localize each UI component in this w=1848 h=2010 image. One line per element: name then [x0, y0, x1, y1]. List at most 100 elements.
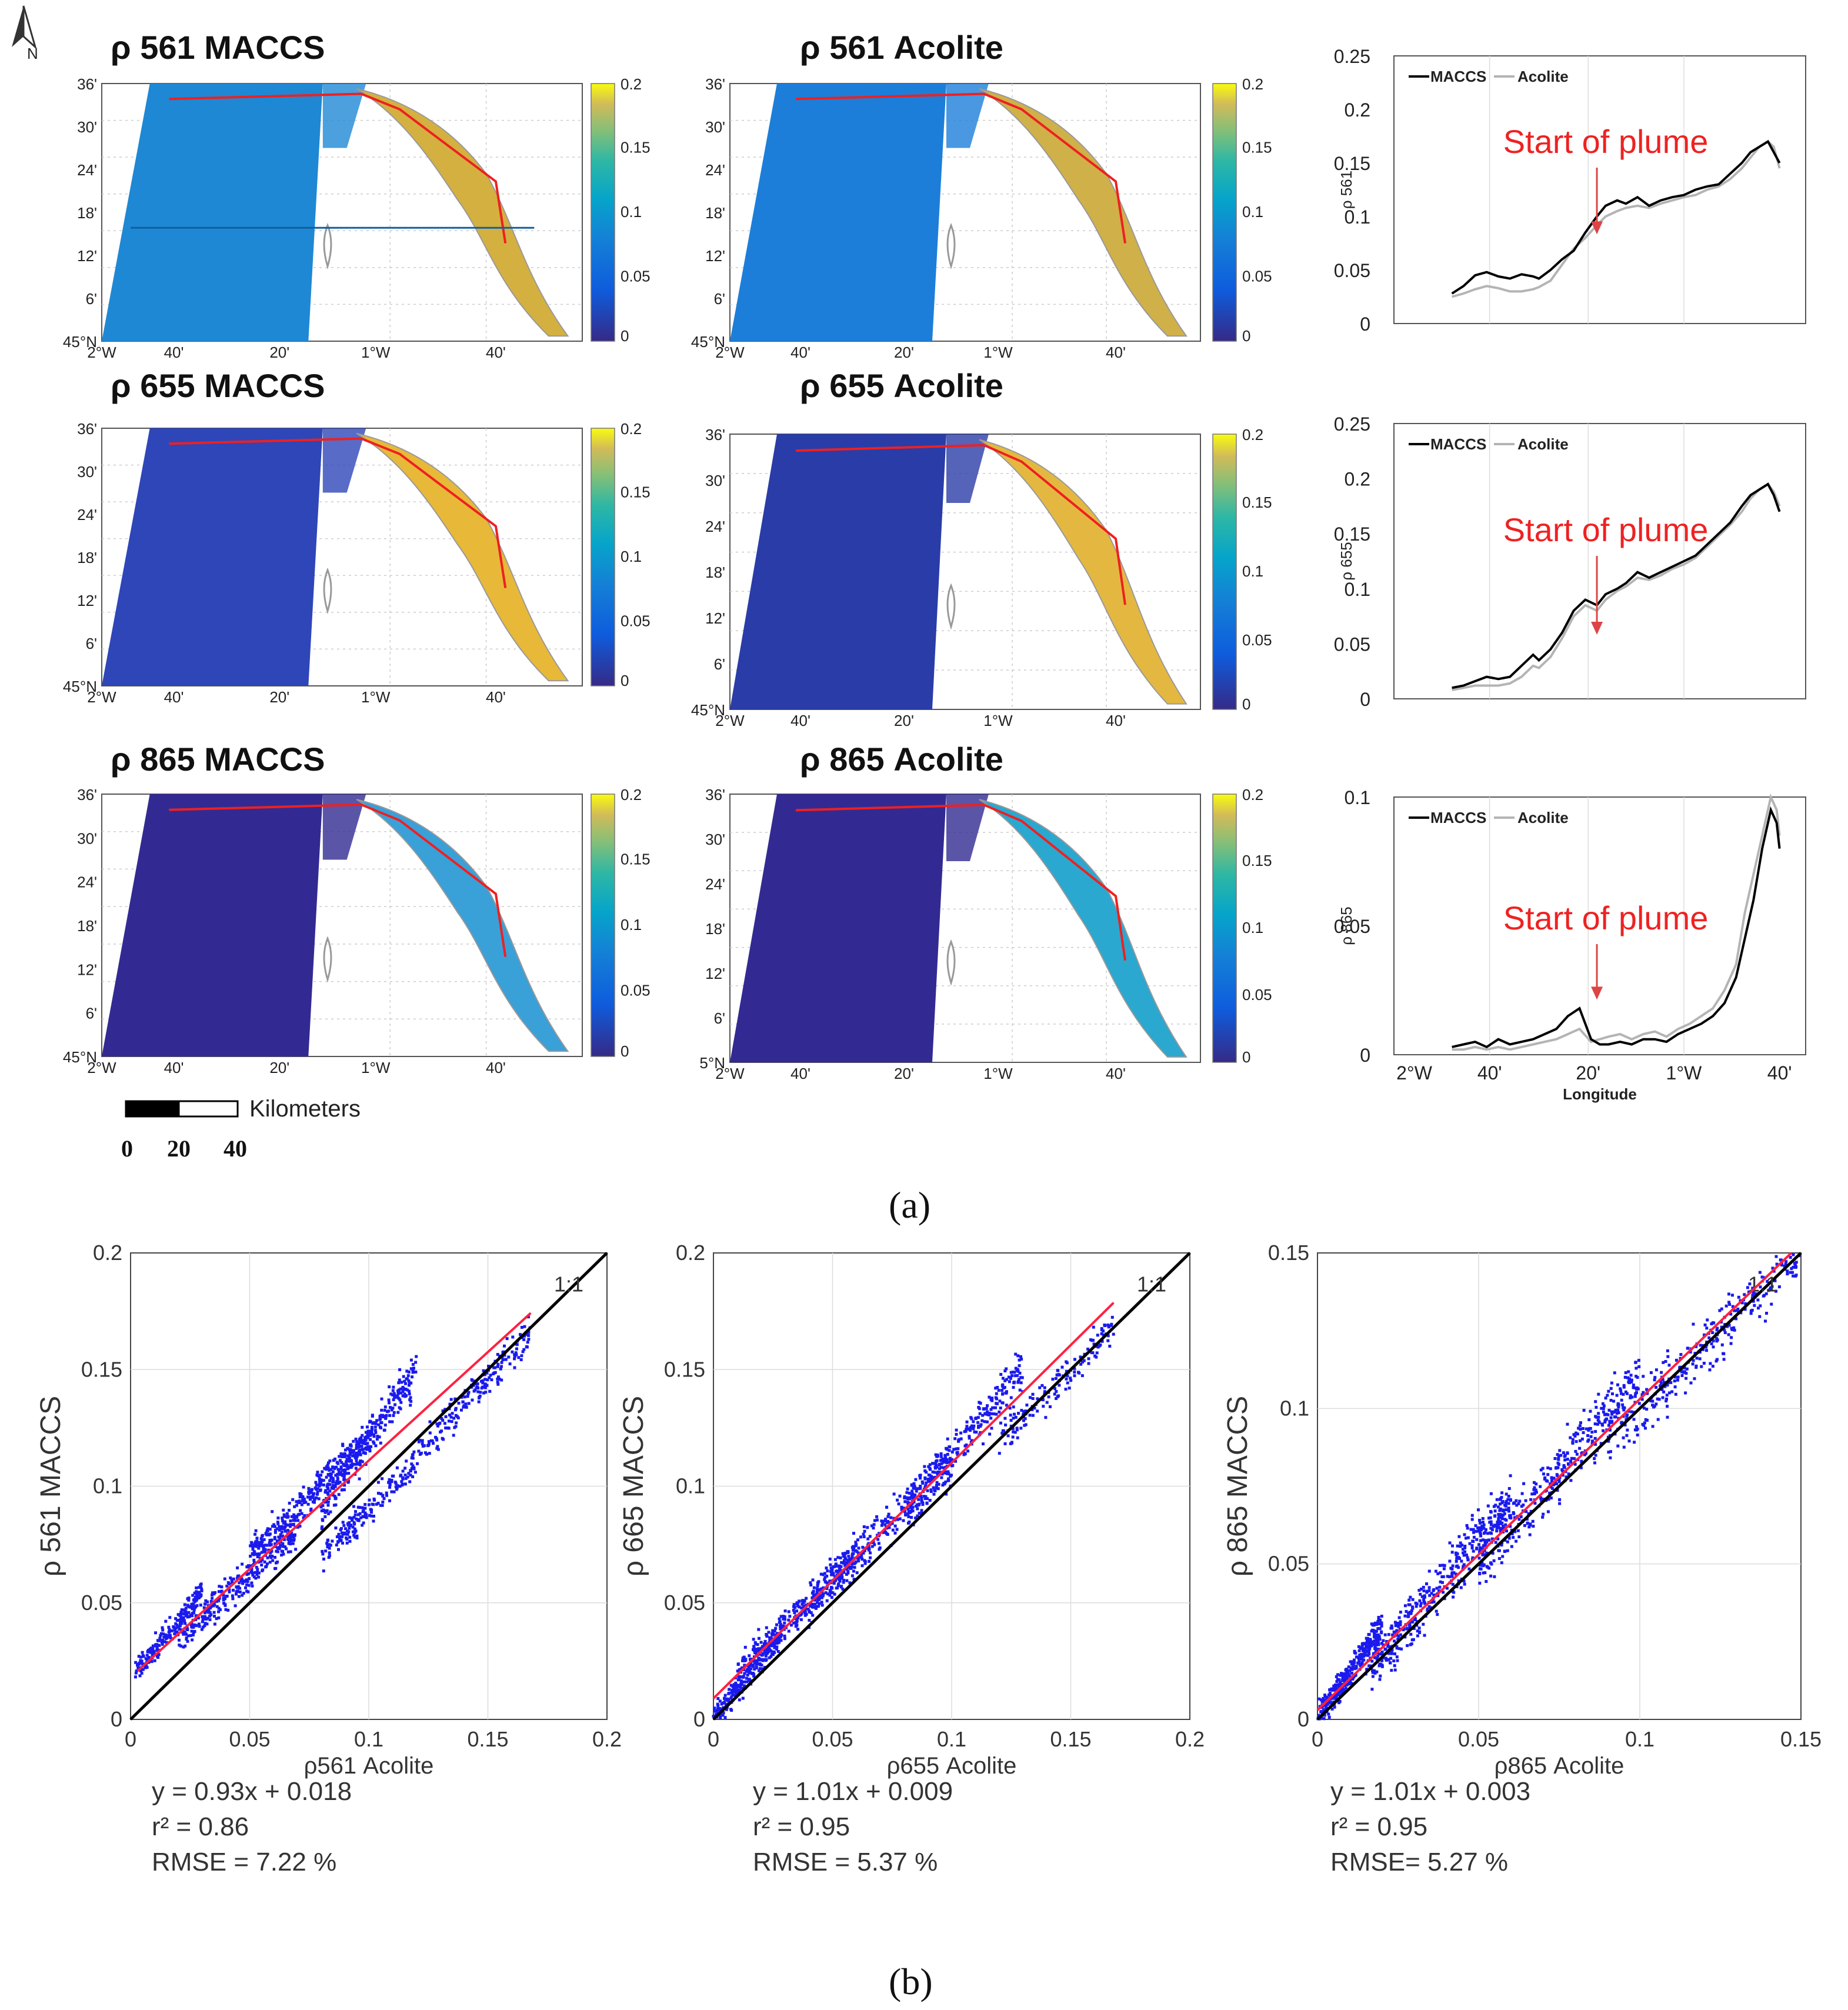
scatter-point — [308, 1498, 312, 1501]
scatter-point — [1609, 1416, 1613, 1419]
scatter-point — [257, 1546, 261, 1550]
scatter-point — [1628, 1377, 1632, 1381]
ocean-swath — [730, 794, 946, 1062]
scatter-point — [1501, 1555, 1505, 1558]
scatter-point — [398, 1378, 401, 1382]
scatter-point — [403, 1474, 407, 1477]
scatter-point — [291, 1542, 295, 1545]
scatter-point — [937, 1482, 940, 1486]
scatter-point — [363, 1503, 367, 1506]
scatter-point — [923, 1497, 927, 1501]
scatter-point — [273, 1529, 277, 1532]
scatter-point — [1002, 1376, 1005, 1380]
scatter-point — [1497, 1518, 1500, 1521]
scatter-point — [1102, 1333, 1105, 1336]
scatter-point — [811, 1596, 815, 1599]
scatter-point — [1704, 1345, 1707, 1349]
scatter-point — [1403, 1614, 1407, 1618]
caption-b: (b) — [889, 1961, 933, 2002]
scatter-point — [1497, 1549, 1500, 1552]
scatter-point — [1353, 1658, 1356, 1662]
scatter-point — [457, 1401, 461, 1405]
scatter-point — [1752, 1299, 1755, 1303]
scatter-point — [1017, 1412, 1020, 1415]
scatter-point — [1730, 1328, 1734, 1331]
scatter-point — [933, 1489, 936, 1492]
scatter-point — [956, 1451, 959, 1454]
scatter-point — [335, 1479, 339, 1483]
scatter-point — [1490, 1528, 1494, 1532]
scatter-point — [940, 1476, 943, 1479]
scatter-point — [1710, 1342, 1713, 1345]
scatter-point — [852, 1545, 856, 1549]
scatter-point — [1370, 1659, 1374, 1663]
scatter-point — [282, 1552, 285, 1556]
scatter-point — [1450, 1574, 1454, 1577]
scatter-point — [760, 1664, 763, 1667]
scatter-point — [352, 1521, 356, 1524]
scatter-point — [1487, 1538, 1490, 1542]
profile-series-acolite — [1452, 793, 1781, 1051]
scatter-point — [1357, 1656, 1360, 1659]
scatter-point — [1632, 1418, 1636, 1421]
scatter-point — [231, 1594, 234, 1598]
scatter-point — [1733, 1328, 1736, 1332]
scatter-point — [1533, 1502, 1537, 1505]
scatter-ytick: 0.05 — [1268, 1552, 1309, 1576]
scatter-point — [515, 1353, 518, 1356]
scatter-point — [298, 1495, 302, 1499]
scatter-point — [368, 1419, 372, 1423]
scatter-point — [832, 1582, 836, 1585]
scatter-point — [225, 1594, 229, 1598]
scatter-point — [324, 1549, 328, 1553]
scatter-point — [525, 1332, 528, 1336]
scatter-point — [1482, 1544, 1485, 1548]
scatter-point — [1532, 1488, 1536, 1491]
scatter-point — [1455, 1551, 1458, 1555]
scatter-point — [339, 1535, 343, 1538]
scatter-point — [1387, 1633, 1390, 1636]
scatter-point — [269, 1551, 272, 1555]
scatter-point — [501, 1351, 505, 1354]
scatter-point — [230, 1578, 233, 1581]
scatter-point — [300, 1512, 303, 1515]
scatter-point — [1616, 1383, 1619, 1386]
legend-label-maccs: MACCS — [1430, 68, 1486, 85]
scatter-point — [238, 1590, 242, 1594]
scatter-point — [1700, 1365, 1703, 1368]
scatter-point — [407, 1472, 411, 1475]
scatter-point — [260, 1564, 263, 1566]
scatter-point — [379, 1504, 382, 1507]
scatter-point — [194, 1596, 197, 1599]
scatter-point — [198, 1586, 201, 1589]
scatter-point — [281, 1545, 285, 1548]
scatter-point — [1627, 1439, 1631, 1443]
scatter-point — [404, 1382, 407, 1385]
scatter-point — [1436, 1594, 1440, 1598]
scatter-point — [736, 1663, 740, 1666]
scatter-point — [199, 1584, 202, 1587]
scatter-point — [1786, 1269, 1789, 1273]
scatter-point — [1471, 1539, 1475, 1543]
scatter-point — [1594, 1442, 1597, 1446]
scatter-point — [975, 1431, 978, 1434]
scatter-point — [339, 1465, 343, 1469]
lat-tick: 12' — [705, 609, 725, 627]
scatter-point — [920, 1501, 924, 1504]
scatter-point — [809, 1581, 812, 1585]
scatter-point — [979, 1425, 982, 1428]
scatter-point — [1707, 1336, 1711, 1339]
scatter-point — [1619, 1387, 1622, 1391]
scatter-point — [1667, 1391, 1671, 1395]
scatter-point — [381, 1494, 385, 1498]
scatter-point — [1715, 1339, 1719, 1343]
scatter-point — [1732, 1326, 1736, 1329]
scatter-point — [319, 1474, 322, 1477]
scatter-point — [309, 1507, 313, 1511]
scatter-point — [263, 1548, 267, 1552]
scatter-point — [1407, 1603, 1410, 1606]
scatter-point — [1350, 1682, 1354, 1685]
scatter-point — [1533, 1486, 1536, 1489]
